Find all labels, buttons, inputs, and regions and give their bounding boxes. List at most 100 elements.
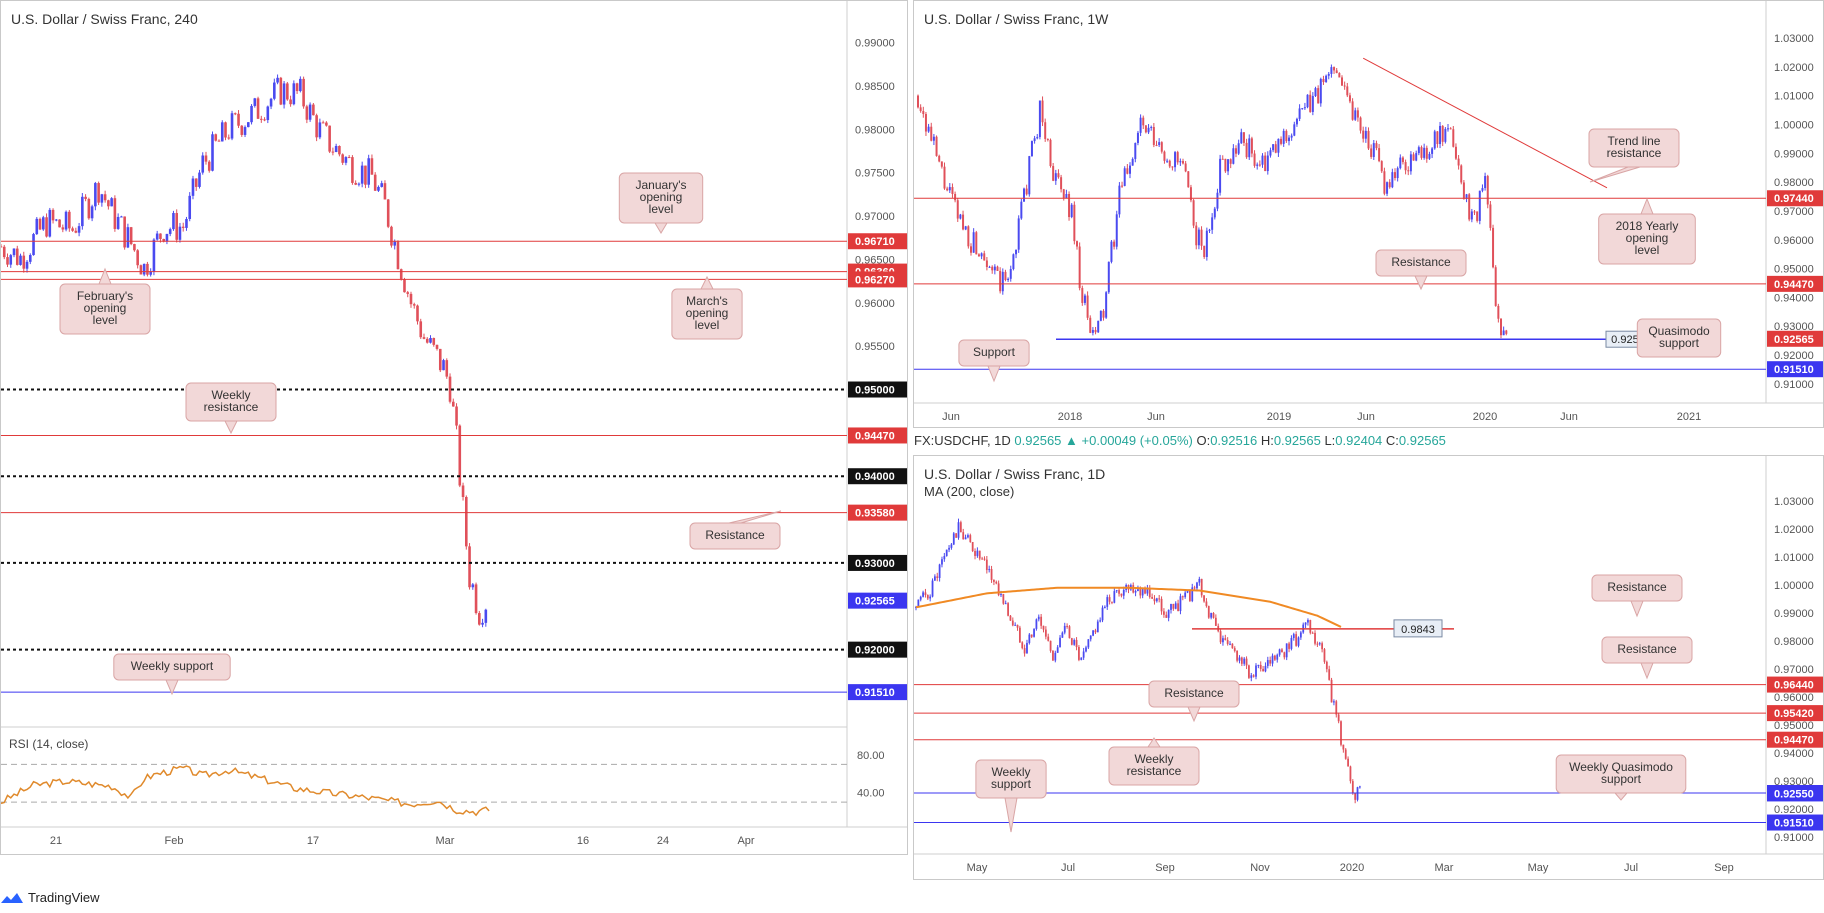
candle-body: [938, 564, 941, 578]
candle-body: [1282, 130, 1285, 144]
candle-body: [1160, 142, 1163, 152]
candle-body: [1054, 173, 1057, 181]
candle-body: [950, 544, 953, 548]
candle-body: [1163, 611, 1165, 615]
candle-body: [1224, 638, 1227, 641]
time-tick-label: Jun: [1357, 411, 1375, 423]
candle-body: [1122, 589, 1125, 596]
price-label-text: 0.95000: [855, 385, 895, 397]
candle-body: [1035, 619, 1038, 629]
rsi-tick-label: 40.00: [857, 788, 885, 800]
candle-body: [84, 196, 87, 199]
candle-body: [1200, 229, 1203, 246]
candle-body: [1407, 170, 1410, 172]
candle-body: [286, 83, 289, 100]
candle-body: [1087, 639, 1090, 648]
candle-body: [1167, 609, 1170, 618]
candle-body: [1242, 132, 1245, 143]
candle-body: [328, 125, 331, 152]
candle-body: [142, 263, 146, 275]
candle-body: [136, 250, 139, 266]
candle-body: [1105, 292, 1108, 318]
candle-body: [1160, 598, 1163, 612]
candle-body: [1179, 161, 1182, 163]
weekly-chart-svg[interactable]: 1.03000 1.02000 1.01000 1.00000 0.99000 0.980…: [914, 1, 1824, 428]
price-tick-label: 1.01000: [1774, 552, 1814, 564]
annotation-text: Resistance: [1391, 255, 1451, 269]
candle-body: [1322, 78, 1325, 83]
candle-body: [1431, 148, 1434, 154]
candle-body: [975, 232, 978, 255]
price-tick-label: 0.97000: [1774, 664, 1814, 676]
tradingview-footer[interactable]: TradingView: [0, 890, 100, 905]
candle-body: [1144, 589, 1146, 594]
h4-chart-panel[interactable]: 0.99000 0.98500 0.98000 0.97500 0.97000 0.965…: [0, 0, 908, 855]
candle-body: [981, 558, 984, 560]
annotation-text: March's: [686, 294, 728, 308]
candle-body: [1186, 590, 1189, 593]
candle-body: [282, 83, 286, 105]
candle-body: [471, 584, 475, 588]
ma-indicator-label: MA (200, close): [924, 484, 1015, 499]
candle-body: [1399, 157, 1402, 169]
price-tick-label: 1.02000: [1774, 524, 1814, 536]
candle-body: [237, 113, 240, 126]
annotation-box: [1555, 754, 1687, 794]
candle-body: [1189, 187, 1192, 201]
candle-body: [1325, 75, 1328, 83]
price-tick-label: 1.03000: [1774, 33, 1814, 45]
candle-body: [1142, 117, 1145, 126]
candle-body: [962, 532, 965, 540]
candle-body: [1330, 67, 1333, 74]
candle-body: [1174, 603, 1177, 609]
candle-body: [1091, 329, 1094, 333]
h4-chart-svg[interactable]: 0.99000 0.98500 0.98000 0.97500 0.97000 0.965…: [1, 1, 908, 855]
candle-body: [1063, 625, 1066, 633]
candle-body: [289, 99, 292, 105]
candle-body: [1301, 108, 1304, 110]
candle-body: [1328, 669, 1331, 680]
candle-body: [1264, 665, 1267, 672]
candle-body: [967, 226, 970, 247]
candle-body: [81, 196, 84, 227]
candle-body: [943, 555, 946, 560]
candle-body: [1394, 172, 1396, 179]
candle-body: [1011, 620, 1014, 626]
candle-body: [126, 227, 130, 248]
candle-body: [1073, 204, 1076, 242]
weekly-chart-panel[interactable]: 1.03000 1.02000 1.01000 1.00000 0.99000 0.980…: [913, 0, 1824, 428]
candle-body: [1030, 141, 1033, 157]
candle-body: [1497, 305, 1500, 319]
candle-body: [1229, 643, 1231, 645]
candle-body: [1007, 603, 1009, 616]
daily-chart-panel[interactable]: 1.03000 1.02000 1.01000 1.00000 0.99000 0.980…: [913, 455, 1824, 880]
symbol-label: FX:USDCHF, 1D: [914, 433, 1011, 448]
annotation-callout: Resistance: [1591, 574, 1683, 618]
annotation-text: Resistance: [705, 528, 765, 542]
candle-body: [1028, 156, 1031, 195]
daily-chart-svg[interactable]: 1.03000 1.02000 1.01000 1.00000 0.99000 0.980…: [914, 456, 1824, 880]
annotation-box: [689, 522, 781, 550]
candle-body: [924, 114, 927, 132]
candle-body: [1372, 143, 1375, 157]
candle-body: [1025, 188, 1028, 195]
candle-body: [266, 106, 270, 121]
candle-body: [1266, 660, 1269, 666]
candle-body: [935, 136, 938, 156]
annotation-box: [1108, 746, 1200, 786]
price-label-text: 0.91510: [855, 687, 895, 699]
rsi-label: RSI (14, close): [9, 737, 88, 751]
price-label-box: [848, 684, 907, 701]
candle-body: [455, 406, 458, 426]
candle-body: [926, 595, 929, 599]
candle-body: [373, 174, 377, 191]
candle-body: [481, 622, 484, 625]
price-label-text: 0.94000: [855, 471, 895, 483]
candle-body: [172, 213, 175, 230]
candle-body: [922, 592, 924, 597]
candle-body: [429, 338, 432, 343]
price-label-box: [848, 381, 907, 398]
h4-chart-title: U.S. Dollar / Swiss Franc, 240: [11, 11, 198, 27]
candle-body: [1423, 147, 1426, 158]
